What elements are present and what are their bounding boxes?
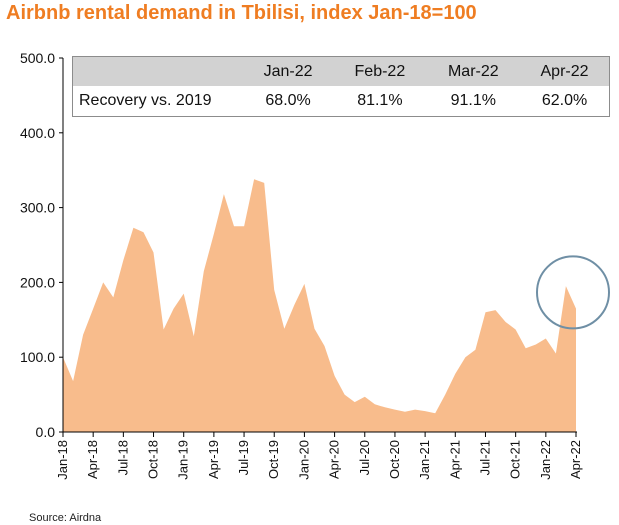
x-tick-label: Apr-21 [447, 440, 462, 479]
x-tick-label: Apr-20 [327, 440, 342, 479]
y-tick-label: 500.0 [20, 50, 55, 66]
x-tick-label: Jan-18 [55, 440, 70, 480]
x-tick-label: Oct-18 [146, 440, 161, 479]
table-header-cell: Feb-22 [333, 56, 427, 86]
x-axis-labels: Jan-18 Apr-18 Jul-18 Oct-18 Jan-19 Apr-19 Jul-… [55, 440, 583, 480]
chart-title: Airbnb rental demand in Tbilisi, index J… [6, 2, 477, 24]
table-header-cell: Apr-22 [520, 56, 610, 86]
x-tick-label: Jan-22 [538, 440, 553, 480]
table-value-cell: 91.1% [426, 86, 521, 117]
x-tick-label: Apr-22 [568, 440, 583, 479]
table-value-cell: 81.1% [333, 86, 427, 117]
x-tick-label: Oct-20 [387, 440, 402, 479]
table-value-cell: 68.0% [243, 86, 334, 117]
demand-area-series [63, 179, 576, 432]
x-tick-label: Jan-19 [176, 440, 191, 480]
y-tick-label: 300.0 [20, 200, 55, 216]
x-tick-label: Oct-21 [508, 440, 523, 479]
x-axis-ticks [62, 432, 577, 437]
x-tick-label: Jul-19 [236, 440, 251, 475]
y-tick-label: 200.0 [20, 274, 55, 290]
y-tick-label: 0.0 [36, 424, 56, 440]
recovery-table-row: Recovery vs. 2019 68.0% 81.1% 91.1% 62.0… [72, 86, 610, 117]
x-tick-label: Oct-19 [266, 440, 281, 479]
x-tick-label: Jul-18 [115, 440, 130, 475]
y-tick-label: 100.0 [20, 349, 55, 365]
table-row-label: Recovery vs. 2019 [72, 86, 243, 117]
table-value-cell: 62.0% [520, 86, 610, 117]
x-tick-label: Apr-18 [85, 440, 100, 479]
recovery-table: Jan-22 Feb-22 Mar-22 Apr-22 Recovery vs.… [72, 56, 610, 117]
y-axis-labels: 0.0 100.0 200.0 300.0 400.0 500.0 [20, 50, 55, 440]
highlight-circle [536, 255, 610, 330]
table-corner-cell [72, 56, 243, 86]
recovery-table-header-row: Jan-22 Feb-22 Mar-22 Apr-22 [72, 56, 610, 86]
x-tick-label: Jan-21 [417, 440, 432, 480]
x-tick-label: Jul-21 [477, 440, 492, 475]
x-tick-label: Jan-20 [296, 440, 311, 480]
source-note: Source: Airdna [29, 512, 102, 524]
x-tick-label: Apr-19 [206, 440, 221, 479]
table-header-cell: Jan-22 [243, 56, 334, 86]
y-tick-label: 400.0 [20, 125, 55, 141]
y-axis-ticks [59, 57, 63, 433]
x-tick-label: Jul-20 [357, 440, 372, 475]
table-header-cell: Mar-22 [426, 56, 521, 86]
